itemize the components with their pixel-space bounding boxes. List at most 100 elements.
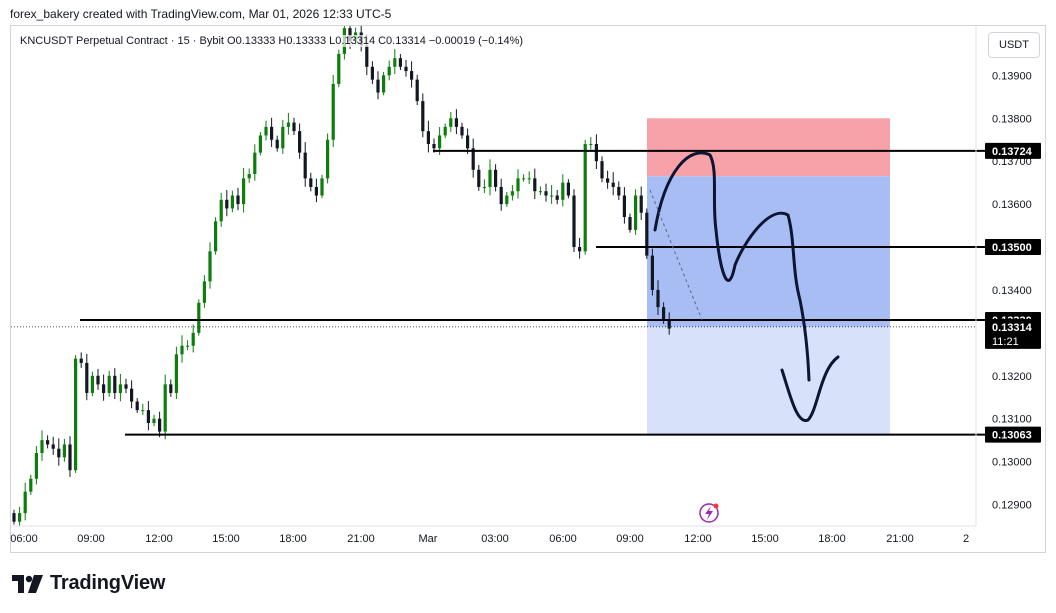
candle-body (370, 66, 374, 80)
candle-body (12, 513, 16, 522)
candle-body (404, 66, 408, 72)
candle-body (29, 478, 33, 492)
price-label-text: 0.13500 (992, 242, 1032, 254)
candle-body (118, 384, 122, 393)
candle-body (309, 178, 313, 187)
price-label-text: 0.13063 (992, 430, 1032, 442)
price-label-text: 0.13724 (992, 146, 1033, 158)
candle-body (415, 79, 419, 102)
price-tick-label: 0.13200 (992, 371, 1032, 383)
candle-body (656, 289, 660, 308)
candle-body (594, 144, 598, 162)
profit-zone-filled (647, 176, 890, 327)
candle-body (662, 307, 666, 320)
candle-body (281, 126, 285, 149)
candle-body (247, 174, 251, 179)
time-tick-label: 21:00 (886, 533, 914, 545)
candle-body (482, 186, 486, 188)
candle-body (62, 444, 66, 458)
candle-body (600, 161, 604, 179)
candle-body (225, 199, 229, 209)
symbol-legend: KNCUSDT Perpetual Contract · 15 · Bybit … (18, 35, 526, 47)
candle-body (583, 144, 587, 252)
time-tick-label: 15:00 (751, 533, 779, 545)
time-tick-label: 12:00 (684, 533, 712, 545)
candle-body (505, 195, 509, 205)
projection-arrow-head (780, 355, 840, 422)
time-tick-label: 06:00 (549, 533, 577, 545)
stop-loss-zone (647, 118, 890, 177)
candle-body (146, 410, 150, 423)
candle-body (471, 148, 475, 170)
candle-body (499, 186, 503, 205)
candle-body (258, 135, 262, 153)
candle-body (494, 169, 498, 187)
candle-body (438, 135, 442, 149)
candle-body (253, 152, 257, 175)
candle-body (107, 375, 111, 393)
candle-body (578, 247, 582, 252)
candle-body (18, 513, 22, 522)
price-tick-label: 0.13100 (992, 414, 1032, 426)
candle-body (645, 212, 649, 256)
time-tick-label: Mar (419, 533, 438, 545)
candle-body (634, 195, 638, 230)
time-tick-label: 06:00 (10, 533, 38, 545)
candle-body (538, 191, 542, 193)
time-tick-label: 12:00 (145, 533, 173, 545)
candle-body (40, 440, 44, 454)
tradingview-logo[interactable]: TradingView (12, 572, 165, 595)
candle-body (611, 182, 615, 187)
candle-body (23, 491, 27, 514)
time-tick-label: 18:00 (279, 533, 307, 545)
candle-body (522, 178, 526, 180)
candle-body (174, 354, 178, 393)
candle-body (90, 375, 94, 393)
candle-body (51, 444, 55, 449)
candle-body (85, 362, 89, 393)
candle-body (510, 191, 514, 196)
chart-attribution: forex_bakery created with TradingView.co… (10, 7, 392, 21)
candle-body (292, 122, 296, 132)
candle-body (477, 169, 481, 187)
projection-drawing (653, 151, 811, 382)
candle-body (617, 186, 621, 196)
candle-body (443, 126, 447, 136)
candle-body (650, 255, 654, 290)
candle-body (544, 191, 548, 196)
notification-dot-icon (713, 503, 719, 509)
candle-body (466, 135, 470, 149)
tradingview-logo-icon (12, 574, 43, 593)
candle-body (152, 418, 156, 423)
candle-body (572, 195, 576, 248)
candle-body (113, 375, 117, 393)
candle-body (236, 195, 240, 205)
candle-body (382, 75, 386, 93)
currency-button[interactable]: USDT (988, 32, 1040, 58)
last-price-text: 0.13314 (992, 322, 1033, 334)
candle-body (421, 101, 425, 132)
time-tick-label: 18:00 (818, 533, 846, 545)
candle-body (230, 195, 234, 209)
bar-countdown: 11:21 (992, 336, 1019, 348)
candle-body (516, 178, 520, 192)
candle-body (365, 45, 369, 67)
candle-body (527, 178, 531, 180)
candle-body (46, 440, 50, 445)
candle-body (68, 444, 72, 471)
candle-body (124, 384, 128, 389)
time-tick-label: 15:00 (212, 533, 240, 545)
tradingview-logo-text: TradingView (50, 572, 166, 594)
candle-body (566, 182, 570, 196)
time-tick-label: 21:00 (347, 533, 375, 545)
candle-body (208, 251, 212, 282)
candle-body (410, 71, 414, 80)
candle-body (314, 186, 318, 196)
time-tick-label: 09:00 (77, 533, 105, 545)
candle-body (393, 58, 397, 67)
candle-body (186, 345, 190, 347)
candle-body (163, 384, 167, 432)
price-label-box (985, 239, 1041, 256)
time-tick-label: 03:00 (481, 533, 509, 545)
